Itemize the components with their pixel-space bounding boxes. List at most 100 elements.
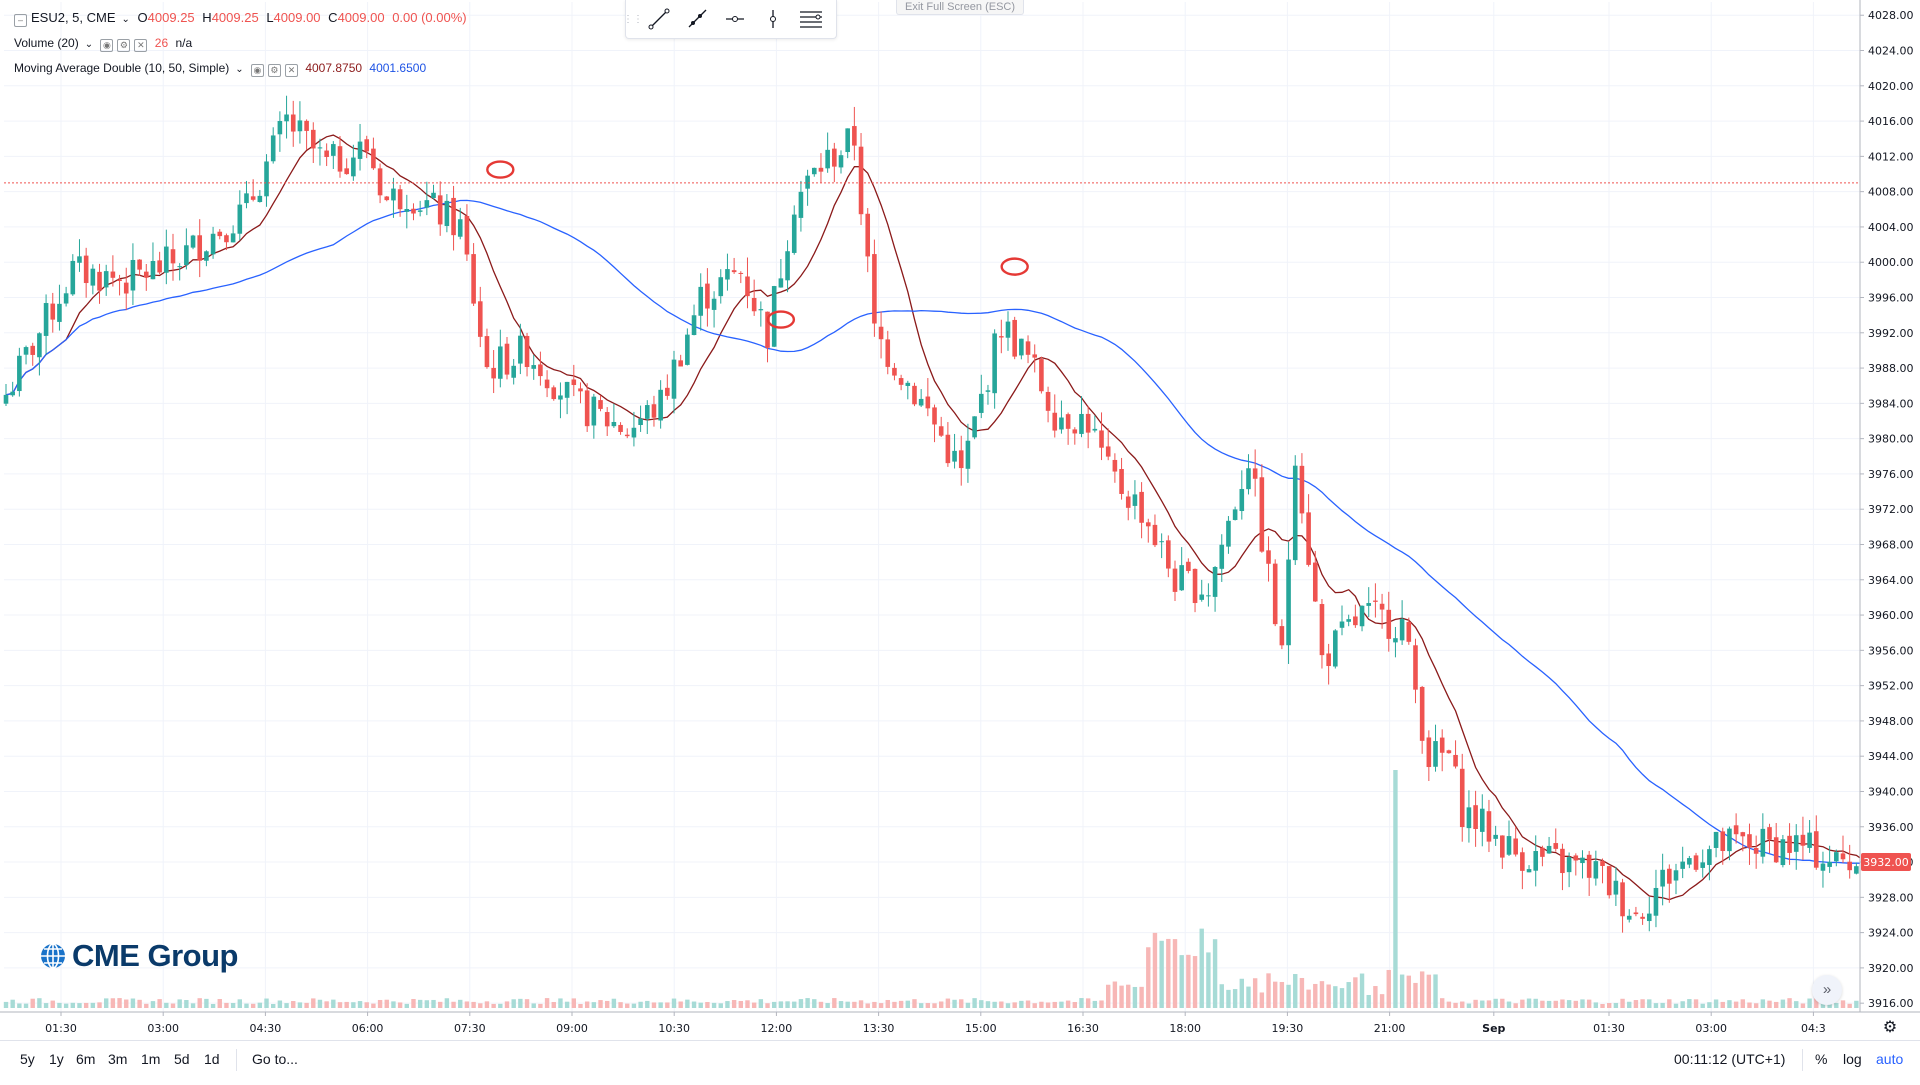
y-tick-label: 4024.00 <box>1868 45 1914 58</box>
y-tick-label: 4028.00 <box>1868 9 1914 22</box>
auto-scale-toggle[interactable]: auto <box>1876 1051 1904 1067</box>
log-scale-toggle[interactable]: log <box>1843 1051 1862 1067</box>
parallel-channel-icon[interactable] <box>792 0 830 38</box>
horizontal-ray-icon[interactable] <box>716 0 754 38</box>
volume-bar <box>1466 1003 1472 1008</box>
volume-bar <box>1166 938 1171 1008</box>
candle-body <box>725 269 730 280</box>
range-6m[interactable]: 6m <box>76 1051 96 1067</box>
y-tick-label: 4000.00 <box>1868 256 1914 269</box>
candle-body <box>230 233 236 243</box>
volume-bar <box>1453 1002 1458 1008</box>
candle-body <box>244 193 249 204</box>
chevron-down-icon[interactable]: ⌄ <box>235 64 244 75</box>
volume-label[interactable]: Volume (20) <box>14 36 79 50</box>
candle-body <box>805 175 810 189</box>
chevron-down-icon[interactable]: ⌄ <box>121 14 130 25</box>
candle-body <box>130 259 136 291</box>
volume-bar <box>144 1003 149 1008</box>
collapse-icon[interactable]: – <box>14 14 27 27</box>
chevron-down-icon[interactable]: ⌄ <box>84 39 94 50</box>
volume-bar <box>524 999 530 1008</box>
volume-bar <box>1800 1003 1806 1008</box>
y-tick-label: 4004.00 <box>1868 221 1914 234</box>
eye-icon[interactable]: ◉ <box>100 39 114 52</box>
range-5d[interactable]: 5d <box>174 1051 190 1067</box>
y-tick-label: 3928.00 <box>1868 891 1914 904</box>
range-1d[interactable]: 1d <box>204 1051 220 1067</box>
ray-icon[interactable] <box>678 0 716 38</box>
volume-bar <box>1840 1000 1846 1008</box>
volume-bar <box>845 1001 850 1008</box>
close-icon[interactable]: ✕ <box>284 64 298 77</box>
candle-body <box>898 378 904 385</box>
percent-scale-toggle[interactable]: % <box>1815 1051 1828 1067</box>
candle-body <box>498 346 503 379</box>
eye-icon[interactable]: ◉ <box>250 64 264 77</box>
crossover-marker[interactable] <box>486 160 515 179</box>
goto-button[interactable]: Go to... <box>252 1051 298 1067</box>
volume-bar <box>377 999 383 1008</box>
volume-bar <box>538 1003 543 1008</box>
candle-body <box>377 168 383 196</box>
chart-settings-icon[interactable]: ⚙ <box>1883 1017 1897 1036</box>
symbol-name[interactable]: ESU2, 5, CME <box>31 10 116 25</box>
candle-body <box>551 387 557 400</box>
annotation-markers[interactable] <box>486 160 1029 329</box>
candle-body <box>1199 594 1205 600</box>
trend-line-icon[interactable] <box>640 0 678 38</box>
candle-body <box>691 315 697 336</box>
candle-body <box>1793 835 1799 852</box>
range-5y[interactable]: 5y <box>20 1051 35 1067</box>
drag-handle-icon[interactable]: ⋮⋮ <box>623 13 643 25</box>
candle-body <box>290 114 296 132</box>
price-axis[interactable]: 3916.00 3920.00 3924.00 3928.00 3932.00 3936.… <box>1859 0 1920 1040</box>
volume-bar <box>498 1003 503 1008</box>
vertical-line-icon[interactable] <box>754 0 792 38</box>
volume-bar <box>878 1003 884 1008</box>
scroll-to-realtime-button[interactable]: » <box>1812 975 1842 1005</box>
divider <box>1802 1049 1803 1071</box>
candle-body <box>1580 857 1585 864</box>
volume-bar <box>678 1001 683 1008</box>
volume-bar <box>1620 998 1625 1008</box>
candle-body <box>978 393 984 413</box>
range-3m[interactable]: 3m <box>108 1051 128 1067</box>
volume-bar <box>1533 998 1538 1008</box>
candle-body <box>83 255 89 284</box>
candle-body <box>324 150 329 157</box>
volume-bar <box>671 998 677 1008</box>
candle-body <box>384 196 390 201</box>
close-icon[interactable]: ✕ <box>134 39 148 52</box>
timezone-clock[interactable]: 00:11:12 (UTC+1) <box>1674 1051 1786 1067</box>
crossover-marker[interactable] <box>1000 257 1029 276</box>
volume-bar <box>725 1001 730 1008</box>
volume-bar <box>691 1001 697 1008</box>
candle-body <box>77 256 82 263</box>
candle-body <box>257 195 263 203</box>
ma-label[interactable]: Moving Average Double (10, 50, Simple) <box>14 61 230 75</box>
volume-bar <box>1727 1000 1732 1008</box>
ma-fast-value: 4007.8750 <box>305 61 363 75</box>
exit-fullscreen-button[interactable]: Exit Full Screen (ESC) <box>896 0 1025 15</box>
range-1m[interactable]: 1m <box>141 1051 161 1067</box>
volume-bar <box>1346 982 1351 1008</box>
candle-body <box>1533 851 1539 871</box>
gear-icon[interactable]: ⚙ <box>267 64 281 77</box>
volume-bar <box>1586 999 1592 1008</box>
volume-bar <box>885 999 890 1008</box>
candle-body <box>738 272 744 274</box>
volume-bar <box>104 998 109 1008</box>
range-1y[interactable]: 1y <box>49 1051 64 1067</box>
candle-body <box>1019 338 1024 356</box>
candle-body <box>965 440 971 469</box>
crossover-marker[interactable] <box>766 310 796 329</box>
time-axis[interactable]: 01:30 03:00 04:30 06:00 07:30 09:00 10:30 12:00… <box>0 1011 1920 1036</box>
candle-body <box>1419 686 1425 741</box>
volume-bar <box>1279 981 1285 1008</box>
candle-body <box>1473 805 1478 829</box>
candle-body <box>1206 595 1211 597</box>
gear-icon[interactable]: ⚙ <box>117 39 131 52</box>
